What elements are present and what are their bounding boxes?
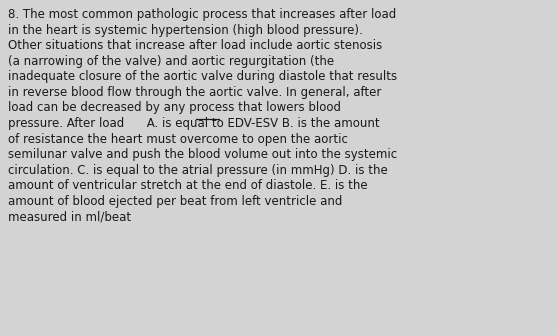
Text: amount of ventricular stretch at the end of diastole. E. is the: amount of ventricular stretch at the end…	[8, 180, 368, 192]
Text: (a narrowing of the valve) and aortic regurgitation (the: (a narrowing of the valve) and aortic re…	[8, 55, 334, 68]
Text: circulation. C. is equal to the atrial pressure (in mmHg) D. is the: circulation. C. is equal to the atrial p…	[8, 164, 388, 177]
Text: of resistance the heart must overcome to open the aortic: of resistance the heart must overcome to…	[8, 133, 348, 146]
Text: amount of blood ejected per beat from left ventricle and: amount of blood ejected per beat from le…	[8, 195, 343, 208]
Text: load can be decreased by any process that lowers blood: load can be decreased by any process tha…	[8, 102, 341, 115]
Text: in the heart is systemic hypertension (high blood pressure).: in the heart is systemic hypertension (h…	[8, 23, 363, 37]
Text: pressure. After load: pressure. After load	[8, 117, 128, 130]
Text: pressure. After load ____: pressure. After load ____	[8, 117, 152, 130]
Text: Other situations that increase after load include aortic stenosis: Other situations that increase after loa…	[8, 39, 382, 52]
Text: inadequate closure of the aortic valve during diastole that results: inadequate closure of the aortic valve d…	[8, 70, 397, 83]
Text: in reverse blood flow through the aortic valve. In general, after: in reverse blood flow through the aortic…	[8, 86, 381, 99]
Text: pressure. After load      A. is equal to EDV-ESV B. is the amount: pressure. After load A. is equal to EDV-…	[8, 117, 379, 130]
Text: measured in ml/beat: measured in ml/beat	[8, 211, 131, 223]
Text: semilunar valve and push the blood volume out into the systemic: semilunar valve and push the blood volum…	[8, 148, 397, 161]
Text: 8. The most common pathologic process that increases after load: 8. The most common pathologic process th…	[8, 8, 396, 21]
